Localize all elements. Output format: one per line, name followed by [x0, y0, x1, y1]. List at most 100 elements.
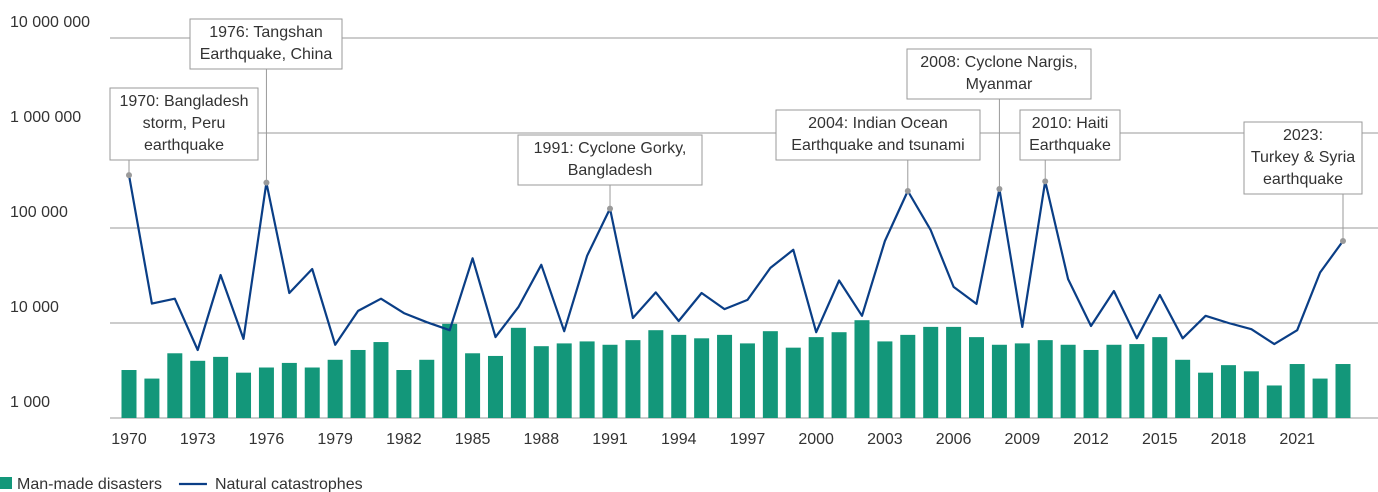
bar	[213, 356, 229, 418]
bar	[625, 340, 641, 418]
annotation-text: storm, Peru	[143, 115, 226, 132]
bar	[1106, 344, 1122, 418]
annotation-text: 2008: Cyclone Nargis,	[920, 54, 1077, 71]
y-tick-label: 10 000 000	[10, 14, 90, 31]
bar	[1014, 343, 1030, 418]
bar	[121, 370, 137, 418]
x-tick-label: 2021	[1279, 431, 1315, 448]
bar	[1243, 371, 1259, 418]
bar	[1037, 340, 1053, 418]
bar	[991, 344, 1007, 418]
x-tick-label: 1979	[317, 431, 353, 448]
annotation-text: 2023:	[1283, 127, 1323, 144]
bar	[1152, 337, 1168, 418]
bar	[487, 355, 503, 418]
bar	[762, 331, 778, 418]
bar	[190, 360, 206, 418]
annotation-text: Earthquake, China	[200, 46, 333, 63]
line	[127, 175, 1344, 352]
bar	[579, 341, 595, 418]
annotation-box	[517, 134, 703, 186]
bar	[281, 362, 297, 418]
annotation-box	[109, 87, 259, 161]
bar	[167, 353, 183, 418]
bar	[1083, 349, 1099, 418]
bar	[327, 359, 343, 418]
x-tick-label: 1997	[730, 431, 766, 448]
bar	[946, 326, 962, 418]
bar	[900, 334, 916, 418]
y-tick-label: 10 000	[10, 299, 59, 316]
annotation-dot	[1340, 237, 1346, 244]
bar	[739, 343, 755, 418]
bar	[304, 367, 320, 418]
annotation-text: 2010: Haiti	[1032, 115, 1109, 132]
bar	[373, 342, 389, 418]
bar	[694, 338, 710, 418]
x-tick-label: 2009	[1005, 431, 1041, 448]
annotation-box	[906, 48, 1092, 100]
x-tick-label: 1970	[111, 431, 147, 448]
annotation-dot	[996, 186, 1003, 193]
bar	[808, 337, 824, 418]
annotation-text: 2004: Indian Ocean	[808, 115, 948, 132]
annotation-box	[1019, 109, 1121, 161]
bar	[533, 346, 549, 418]
bar	[465, 353, 481, 418]
bar	[1266, 385, 1282, 418]
bar	[510, 327, 526, 418]
annotation-text: Earthquake	[1029, 137, 1111, 154]
x-tick-label: 2015	[1142, 431, 1178, 448]
bar	[1220, 365, 1236, 418]
bar	[144, 378, 160, 418]
x-tick-label: 2000	[798, 431, 834, 448]
annotation-text: Earthquake and tsunami	[791, 137, 964, 154]
legend-label: Natural catastrophes	[215, 476, 363, 492]
x-tick-label: 2006	[936, 431, 972, 448]
annotation-dot	[126, 172, 132, 179]
bar	[1335, 364, 1351, 418]
annotation-box	[775, 109, 981, 161]
annotation-text: Turkey & Syria	[1251, 149, 1355, 166]
x-tick-label: 1982	[386, 431, 422, 448]
annotation-text: 1976: Tangshan	[209, 24, 323, 41]
bar	[1060, 344, 1076, 418]
bar	[969, 337, 985, 418]
x-tick-label: 2012	[1073, 431, 1109, 448]
bar	[1175, 359, 1191, 418]
bar	[831, 332, 847, 418]
bar	[648, 330, 664, 418]
x-tick-label: 1988	[524, 431, 560, 448]
x-tick-label: 1973	[180, 431, 216, 448]
bar	[854, 320, 870, 418]
bar	[396, 370, 412, 418]
annotation-text: 1991: Cyclone Gorky,	[534, 140, 687, 157]
x-tick-label: 2018	[1211, 431, 1247, 448]
annotation-dot	[904, 188, 911, 195]
annotation-text: earthquake	[144, 137, 224, 154]
x-tick-label: 1991	[592, 431, 628, 448]
y-tick-label: 100 000	[10, 204, 68, 221]
bar	[671, 334, 687, 418]
bar	[236, 372, 252, 418]
bar	[556, 343, 572, 418]
annotation-box	[1243, 121, 1363, 195]
x-tick-label: 1994	[661, 431, 697, 448]
annotation-text: Myanmar	[966, 76, 1033, 93]
bar	[1198, 372, 1214, 418]
annotation-dot	[263, 179, 270, 186]
bar	[258, 367, 274, 418]
annotation-text: earthquake	[1263, 171, 1343, 188]
bar	[602, 344, 618, 418]
bar	[877, 341, 893, 418]
bar	[442, 323, 458, 418]
bar	[1129, 344, 1145, 418]
bar	[350, 349, 366, 418]
annotation-dot	[1042, 178, 1049, 185]
bar	[785, 347, 801, 418]
x-tick-label: 1976	[249, 431, 285, 448]
legend-label: Man-made disasters	[17, 476, 162, 492]
bar	[923, 326, 939, 418]
